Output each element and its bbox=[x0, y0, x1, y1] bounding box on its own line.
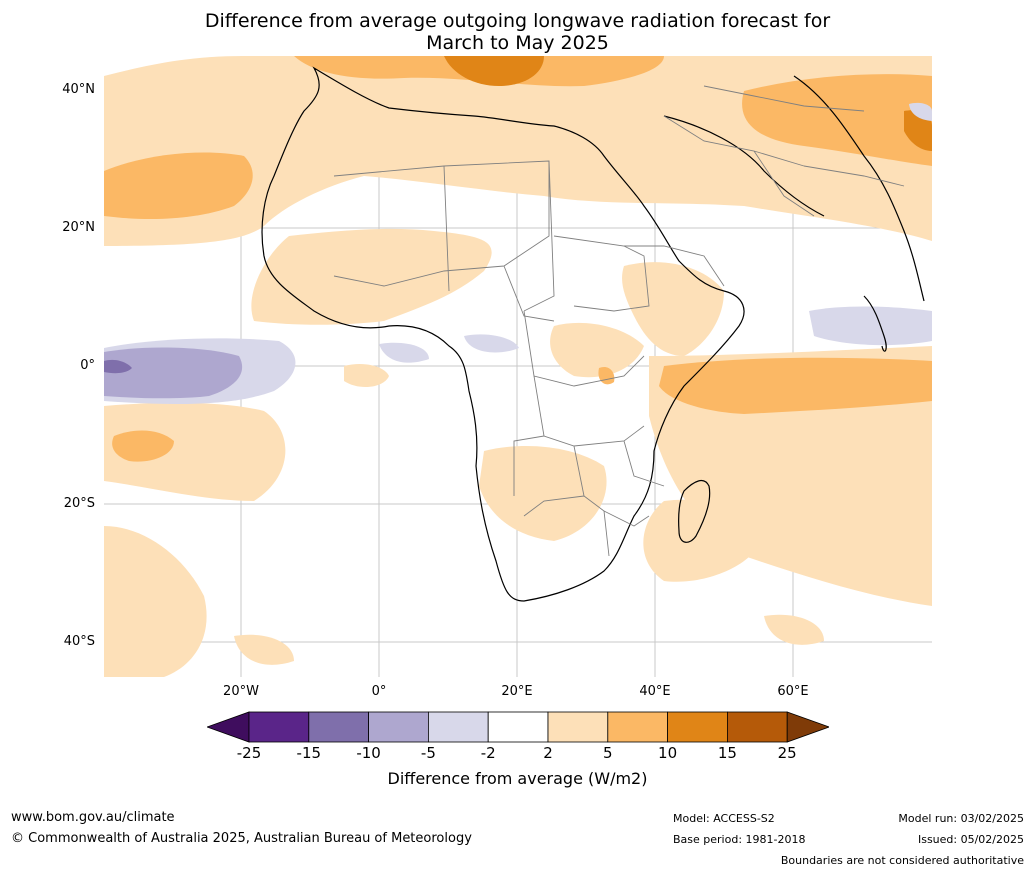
anomaly-dark-positive bbox=[444, 56, 932, 151]
anomaly-light-positive bbox=[104, 56, 932, 677]
colorbar-tick-label: -25 bbox=[236, 744, 262, 762]
colorbar-tick-label: 2 bbox=[543, 744, 553, 762]
colorbar-segment bbox=[368, 711, 429, 743]
footer-issued: Issued: 05/02/2025 bbox=[917, 833, 1024, 846]
lon-label: 40°E bbox=[639, 684, 671, 699]
anomaly-dark-negative bbox=[104, 359, 132, 374]
colorbar-tick-label: -10 bbox=[356, 744, 381, 762]
title-line-1: Difference from average outgoing longwav… bbox=[204, 10, 831, 32]
map-panel bbox=[104, 56, 932, 677]
lat-label: 40°S bbox=[63, 634, 95, 649]
title-line-2: March to May 2025 bbox=[426, 32, 609, 54]
colorbar-tick-label: 5 bbox=[603, 744, 613, 762]
colorbar-segment bbox=[308, 711, 370, 743]
colorbar-extend-high bbox=[786, 711, 831, 743]
lat-label: 0° bbox=[80, 358, 95, 373]
map-svg bbox=[104, 56, 932, 677]
lat-label: 40°N bbox=[62, 82, 95, 97]
colorbar-tick-label: -5 bbox=[420, 744, 436, 762]
anomaly-medium-negative bbox=[104, 347, 243, 399]
lon-label: 0° bbox=[371, 684, 387, 699]
footer-base-period: Base period: 1981-2018 bbox=[673, 833, 806, 846]
footer-copyright: © Commonwealth of Australia 2025, Austra… bbox=[11, 831, 472, 846]
colorbar-svg bbox=[205, 711, 831, 743]
colorbar-segment bbox=[427, 711, 489, 743]
footer-website: www.bom.gov.au/climate bbox=[11, 810, 175, 825]
colorbar-tick-label: 10 bbox=[658, 744, 678, 762]
footer-model: Model: ACCESS-S2 bbox=[673, 812, 775, 825]
colorbar-tick-label: 25 bbox=[777, 744, 797, 762]
footer-model-run: Model run: 03/02/2025 bbox=[898, 812, 1024, 825]
colorbar-tick-label: -15 bbox=[296, 744, 322, 762]
colorbar-tick-label: 15 bbox=[717, 744, 737, 762]
lat-label: 20°N bbox=[62, 220, 95, 235]
colorbar-extend-low bbox=[205, 711, 250, 743]
colorbar-segment bbox=[248, 711, 310, 743]
anomaly-medium-positive bbox=[104, 56, 932, 462]
colorbar-label: Difference from average (W/m2) bbox=[387, 769, 648, 788]
lon-label: 60°E bbox=[777, 684, 809, 699]
footer-disclaimer: Boundaries are not considered authoritat… bbox=[780, 854, 1024, 867]
colorbar-segment bbox=[727, 711, 788, 743]
lon-label: 20°E bbox=[501, 684, 533, 699]
chart-title: Difference from average outgoing longwav… bbox=[0, 10, 1035, 54]
colorbar-segment bbox=[547, 711, 609, 743]
colorbar-segment bbox=[607, 711, 668, 743]
colorbar bbox=[205, 711, 831, 747]
colorbar-segment bbox=[487, 711, 549, 743]
lon-label: 20°W bbox=[223, 684, 259, 699]
lat-label: 20°S bbox=[63, 496, 95, 511]
colorbar-tick-label: -2 bbox=[480, 744, 496, 762]
country-borders bbox=[333, 85, 905, 557]
colorbar-segment bbox=[667, 711, 728, 743]
